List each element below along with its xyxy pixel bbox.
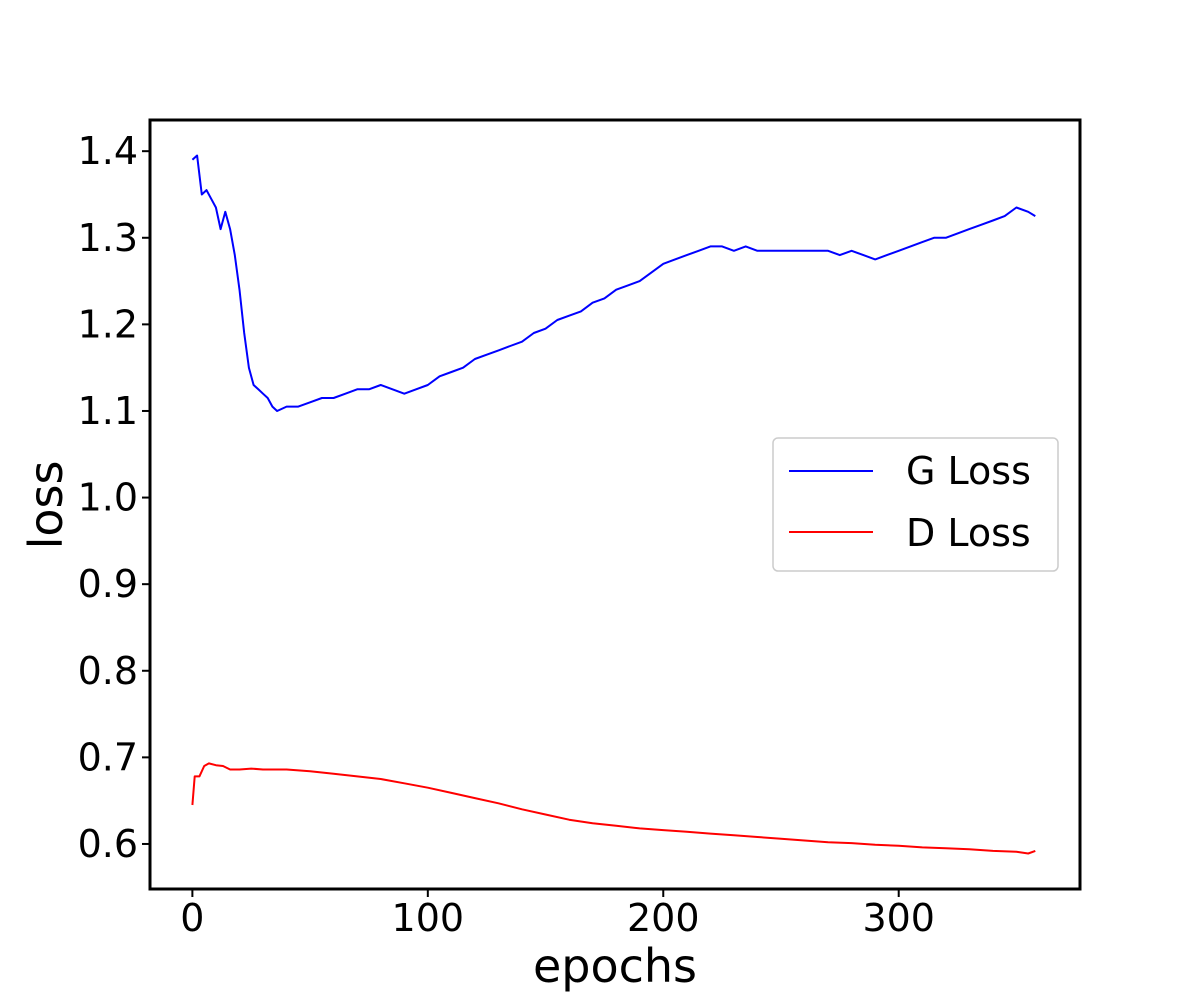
x-tick-label: 300 [862, 896, 935, 940]
y-tick-label: 1.4 [78, 129, 138, 173]
y-tick-label: 1.1 [78, 389, 138, 433]
y-tick-label: 1.3 [78, 216, 138, 260]
legend-d-loss-label: D Loss [906, 511, 1031, 555]
y-tick-label: 1.0 [78, 476, 138, 520]
ticks-layer: 0 100 200 300 0.6 0.7 0.8 0.9 1.0 1.1 1.2 1.3 1.4 [78, 129, 935, 940]
series-line-g-loss [191, 154, 1036, 412]
x-tick-label: 200 [627, 896, 700, 940]
legend: G Loss D Loss [772, 437, 1059, 572]
x-tick-label: 0 [180, 896, 204, 940]
series-line-d-loss [191, 762, 1036, 855]
y-tick-label: 0.8 [78, 649, 138, 693]
y-tick-label: 0.6 [78, 822, 138, 866]
plot-frame [148, 118, 1082, 891]
y-axis-title: loss [19, 461, 73, 550]
y-tick-label: 1.2 [78, 302, 138, 346]
x-tick-label: 100 [392, 896, 465, 940]
legend-g-loss-label: G Loss [906, 449, 1031, 493]
plot-layer [191, 154, 1036, 855]
x-axis-title: epochs [533, 939, 697, 993]
y-tick-label: 0.7 [78, 735, 138, 779]
y-tick-label: 0.9 [78, 562, 138, 606]
